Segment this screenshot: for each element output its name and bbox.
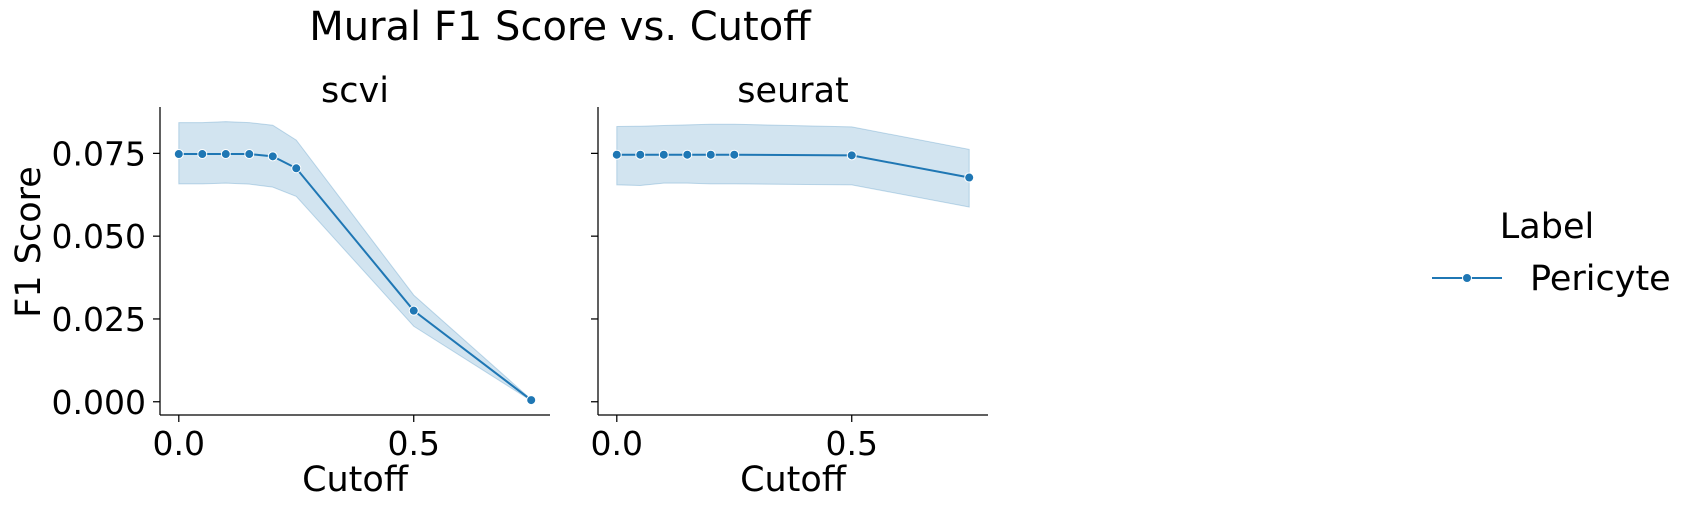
data-point [408,305,419,316]
data-point [197,149,208,160]
data-point [658,149,669,160]
y-axis-label: F1 Score [9,166,49,318]
data-point [729,149,740,160]
x-tick-label: 0.5 [387,424,439,463]
data-point [682,149,693,160]
data-point [267,151,278,162]
chart-title: Mural F1 Score vs. Cutoff [309,4,812,50]
x-tick-label: 0.5 [825,424,877,463]
legend: Label Pericyte [1432,207,1671,299]
x-axis-label: Cutoff [740,460,847,500]
x-axis-label: Cutoff [302,460,409,500]
y-tick-label: 0.075 [52,134,146,173]
data-point [220,149,231,160]
data-point [611,149,622,160]
legend-point-marker [1462,273,1472,283]
data-point [846,150,857,161]
data-point [964,172,975,183]
panel-title: scvi [321,71,389,111]
confidence-band [616,123,970,208]
data-point [635,149,646,160]
data-point [526,395,537,406]
data-point [705,149,716,160]
y-tick-label: 0.000 [52,383,146,422]
x-tick-label: 0.0 [153,424,205,463]
y-tick-label: 0.050 [52,217,146,256]
y-tick-label: 0.025 [52,300,146,339]
legend-title: Label [1500,207,1594,247]
data-point [173,149,184,160]
legend-entry-pericyte: Pericyte [1530,259,1671,299]
x-tick-label: 0.0 [591,424,643,463]
panel-title: seurat [737,71,849,111]
data-point [291,163,302,174]
data-point [244,149,255,160]
